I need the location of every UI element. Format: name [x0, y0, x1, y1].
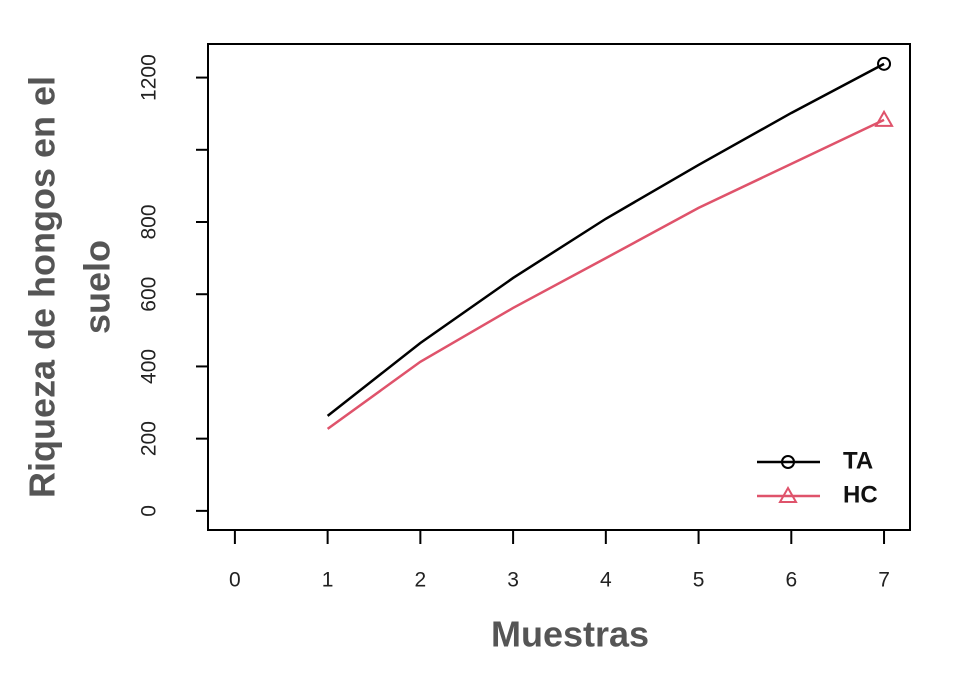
y-tick-label: 1200 — [138, 54, 161, 101]
plot-box — [207, 43, 911, 531]
y-tick-label: 400 — [138, 349, 161, 384]
legend-marker — [778, 485, 798, 503]
series-line — [326, 118, 885, 430]
legend-label: HC — [843, 481, 878, 508]
y-axis-title: suelo — [77, 240, 118, 334]
x-tick-label: 7 — [878, 569, 890, 592]
end-marker — [874, 109, 894, 127]
x-tick-label: 3 — [507, 569, 519, 592]
legend-marker — [781, 455, 795, 469]
legend-label: TA — [843, 447, 873, 474]
y-tick-label: 200 — [138, 421, 161, 456]
x-tick-label: 5 — [693, 569, 705, 592]
x-tick-label: 2 — [415, 569, 427, 592]
y-tick-label: 800 — [138, 204, 161, 239]
y-tick-label: 0 — [138, 505, 161, 517]
y-tick-label: 600 — [138, 277, 161, 312]
end-marker — [877, 56, 892, 71]
x-tick-label: 4 — [600, 569, 612, 592]
x-tick-label: 6 — [785, 569, 797, 592]
x-axis-title: Muestras — [491, 614, 649, 655]
x-tick-label: 0 — [229, 569, 241, 592]
series-line — [326, 62, 885, 417]
y-axis-title: Riqueza de hongos en el — [22, 76, 63, 498]
x-tick-label: 1 — [322, 569, 334, 592]
